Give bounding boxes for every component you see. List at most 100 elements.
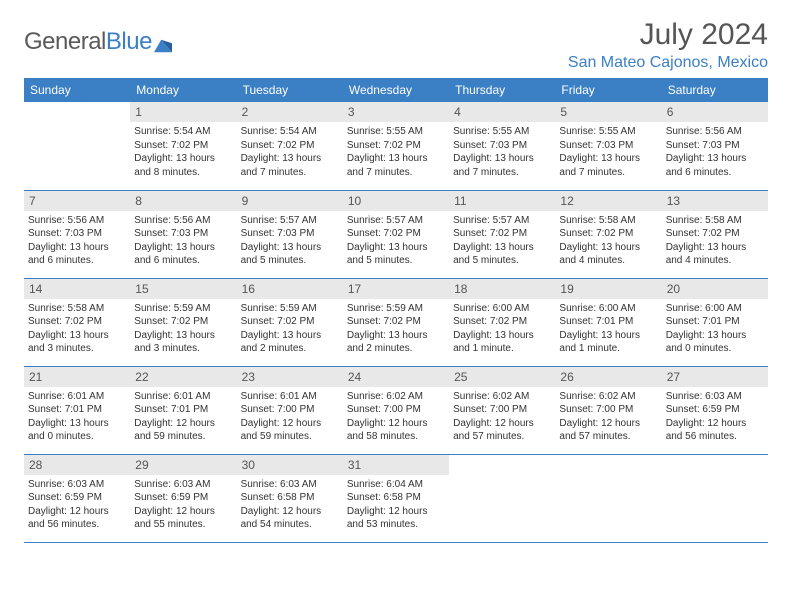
day-number: 20: [662, 279, 768, 299]
calendar-day-cell: 31 Sunrise: 6:04 AMSunset: 6:58 PMDayligh…: [343, 454, 449, 542]
calendar-day-cell: 17 Sunrise: 5:59 AMSunset: 7:02 PMDayligh…: [343, 278, 449, 366]
calendar-day-cell: 16 Sunrise: 5:59 AMSunset: 7:02 PMDayligh…: [237, 278, 343, 366]
day-number: 18: [449, 279, 555, 299]
day-number: 3: [343, 102, 449, 122]
day-number: 23: [237, 367, 343, 387]
calendar-day-cell: 11 Sunrise: 5:57 AMSunset: 7:02 PMDayligh…: [449, 190, 555, 278]
day-info: Sunrise: 5:55 AMSunset: 7:03 PMDaylight:…: [559, 125, 657, 179]
day-header: Saturday: [662, 78, 768, 102]
day-info: Sunrise: 5:57 AMSunset: 7:02 PMDaylight:…: [347, 214, 445, 268]
day-number: 5: [555, 102, 661, 122]
calendar-day-cell: 6 Sunrise: 5:56 AMSunset: 7:03 PMDaylight…: [662, 102, 768, 190]
day-number: 7: [24, 191, 130, 211]
title-block: July 2024 San Mateo Cajonos, Mexico: [568, 18, 768, 72]
day-info: Sunrise: 5:54 AMSunset: 7:02 PMDaylight:…: [241, 125, 339, 179]
day-number: 15: [130, 279, 236, 299]
day-number: 24: [343, 367, 449, 387]
day-number: 31: [343, 455, 449, 475]
calendar-day-cell: [24, 102, 130, 190]
calendar-day-cell: 20 Sunrise: 6:00 AMSunset: 7:01 PMDayligh…: [662, 278, 768, 366]
logo: GeneralBlue: [24, 28, 172, 56]
logo-word1: General: [24, 28, 106, 55]
calendar-day-cell: 25Sunrise: 6:02 AMSunset: 7:00 PMDayligh…: [449, 366, 555, 454]
day-info: Sunrise: 5:54 AMSunset: 7:02 PMDaylight:…: [134, 125, 232, 179]
calendar-day-cell: 9 Sunrise: 5:57 AMSunset: 7:03 PMDaylight…: [237, 190, 343, 278]
day-info: Sunrise: 6:02 AMSunset: 7:00 PMDaylight:…: [347, 390, 445, 444]
day-info: Sunrise: 6:00 AMSunset: 7:01 PMDaylight:…: [559, 302, 657, 356]
day-number: 16: [237, 279, 343, 299]
day-info: Sunrise: 5:57 AMSunset: 7:02 PMDaylight:…: [453, 214, 551, 268]
day-number: 17: [343, 279, 449, 299]
calendar-day-cell: 5 Sunrise: 5:55 AMSunset: 7:03 PMDaylight…: [555, 102, 661, 190]
month-title: July 2024: [568, 18, 768, 52]
day-number: 2: [237, 102, 343, 122]
day-number: 1: [130, 102, 236, 122]
calendar-week-row: 28Sunrise: 6:03 AMSunset: 6:59 PMDayligh…: [24, 454, 768, 542]
day-info: Sunrise: 6:00 AMSunset: 7:02 PMDaylight:…: [453, 302, 551, 356]
day-number: 6: [662, 102, 768, 122]
day-info: Sunrise: 6:03 AMSunset: 6:59 PMDaylight:…: [134, 478, 232, 532]
day-number: 21: [24, 367, 130, 387]
day-header: Friday: [555, 78, 661, 102]
calendar-day-cell: 14 Sunrise: 5:58 AMSunset: 7:02 PMDayligh…: [24, 278, 130, 366]
day-info: Sunrise: 6:03 AMSunset: 6:59 PMDaylight:…: [28, 478, 126, 532]
day-number: 30: [237, 455, 343, 475]
day-info: Sunrise: 6:01 AMSunset: 7:01 PMDaylight:…: [134, 390, 232, 444]
calendar-day-cell: [449, 454, 555, 542]
day-header: Wednesday: [343, 78, 449, 102]
calendar-day-cell: 18 Sunrise: 6:00 AMSunset: 7:02 PMDayligh…: [449, 278, 555, 366]
day-number: 25: [449, 367, 555, 387]
calendar-day-cell: 12 Sunrise: 5:58 AMSunset: 7:02 PMDayligh…: [555, 190, 661, 278]
calendar-day-cell: 30 Sunrise: 6:03 AMSunset: 6:58 PMDayligh…: [237, 454, 343, 542]
day-number: 11: [449, 191, 555, 211]
header: GeneralBlue July 2024 San Mateo Cajonos,…: [24, 18, 768, 72]
day-info: Sunrise: 5:55 AMSunset: 7:03 PMDaylight:…: [453, 125, 551, 179]
day-number: 28: [24, 455, 130, 475]
day-info: Sunrise: 5:58 AMSunset: 7:02 PMDaylight:…: [559, 214, 657, 268]
location: San Mateo Cajonos, Mexico: [568, 54, 768, 72]
day-info: Sunrise: 5:56 AMSunset: 7:03 PMDaylight:…: [134, 214, 232, 268]
day-info: Sunrise: 5:59 AMSunset: 7:02 PMDaylight:…: [241, 302, 339, 356]
calendar-day-cell: 27Sunrise: 6:03 AMSunset: 6:59 PMDayligh…: [662, 366, 768, 454]
day-info: Sunrise: 5:59 AMSunset: 7:02 PMDaylight:…: [347, 302, 445, 356]
calendar-day-cell: 1 Sunrise: 5:54 AMSunset: 7:02 PMDaylight…: [130, 102, 236, 190]
day-info: Sunrise: 6:02 AMSunset: 7:00 PMDaylight:…: [559, 390, 657, 444]
day-info: Sunrise: 6:01 AMSunset: 7:00 PMDaylight:…: [241, 390, 339, 444]
calendar-day-cell: 10Sunrise: 5:57 AMSunset: 7:02 PMDayligh…: [343, 190, 449, 278]
day-header: Tuesday: [237, 78, 343, 102]
logo-text: GeneralBlue: [24, 28, 152, 56]
calendar-day-cell: 21Sunrise: 6:01 AMSunset: 7:01 PMDayligh…: [24, 366, 130, 454]
day-info: Sunrise: 5:56 AMSunset: 7:03 PMDaylight:…: [666, 125, 764, 179]
day-number: 29: [130, 455, 236, 475]
calendar-day-cell: 8 Sunrise: 5:56 AMSunset: 7:03 PMDaylight…: [130, 190, 236, 278]
calendar-week-row: 7Sunrise: 5:56 AMSunset: 7:03 PMDaylight…: [24, 190, 768, 278]
day-info: Sunrise: 5:57 AMSunset: 7:03 PMDaylight:…: [241, 214, 339, 268]
calendar-day-cell: 23 Sunrise: 6:01 AMSunset: 7:00 PMDayligh…: [237, 366, 343, 454]
day-info: Sunrise: 6:04 AMSunset: 6:58 PMDaylight:…: [347, 478, 445, 532]
day-info: Sunrise: 5:58 AMSunset: 7:02 PMDaylight:…: [666, 214, 764, 268]
day-header: Thursday: [449, 78, 555, 102]
calendar-day-cell: 4 Sunrise: 5:55 AMSunset: 7:03 PMDaylight…: [449, 102, 555, 190]
day-info: Sunrise: 6:00 AMSunset: 7:01 PMDaylight:…: [666, 302, 764, 356]
calendar-table: SundayMondayTuesdayWednesdayThursdayFrid…: [24, 78, 768, 543]
day-info: Sunrise: 5:55 AMSunset: 7:02 PMDaylight:…: [347, 125, 445, 179]
calendar-day-cell: 15Sunrise: 5:59 AMSunset: 7:02 PMDayligh…: [130, 278, 236, 366]
day-number: 26: [555, 367, 661, 387]
logo-word2: Blue: [106, 28, 152, 55]
calendar-week-row: 14 Sunrise: 5:58 AMSunset: 7:02 PMDayligh…: [24, 278, 768, 366]
day-info: Sunrise: 5:56 AMSunset: 7:03 PMDaylight:…: [28, 214, 126, 268]
day-number: 8: [130, 191, 236, 211]
day-number: 12: [555, 191, 661, 211]
day-info: Sunrise: 6:03 AMSunset: 6:59 PMDaylight:…: [666, 390, 764, 444]
calendar-day-cell: [555, 454, 661, 542]
day-number: 9: [237, 191, 343, 211]
calendar-week-row: 21Sunrise: 6:01 AMSunset: 7:01 PMDayligh…: [24, 366, 768, 454]
day-number: 14: [24, 279, 130, 299]
day-info: Sunrise: 5:58 AMSunset: 7:02 PMDaylight:…: [28, 302, 126, 356]
calendar-day-cell: 7 Sunrise: 5:56 AMSunset: 7:03 PMDaylight…: [24, 190, 130, 278]
day-header: Sunday: [24, 78, 130, 102]
calendar-day-cell: 24 Sunrise: 6:02 AMSunset: 7:00 PMDayligh…: [343, 366, 449, 454]
day-info: Sunrise: 6:03 AMSunset: 6:58 PMDaylight:…: [241, 478, 339, 532]
calendar-day-cell: [662, 454, 768, 542]
day-number: 4: [449, 102, 555, 122]
